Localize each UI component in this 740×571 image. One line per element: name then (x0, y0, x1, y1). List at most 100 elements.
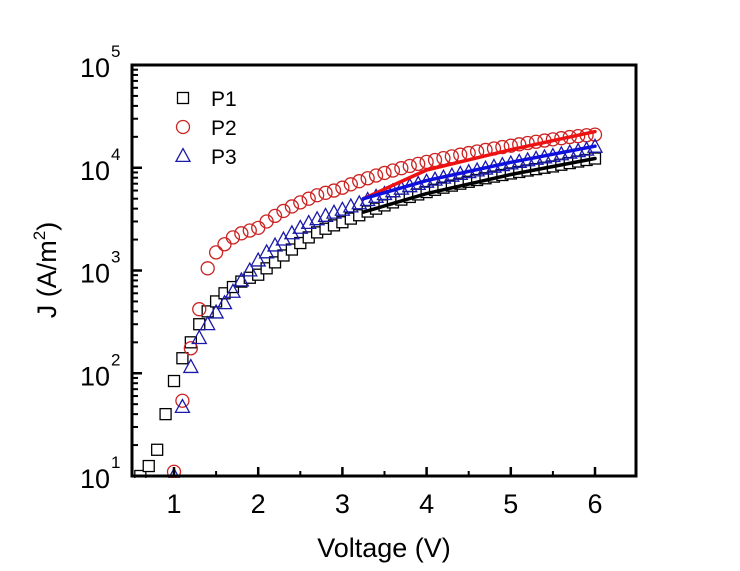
p1-point (285, 243, 299, 256)
p2-point (284, 199, 300, 214)
y-tick-base: 10 (80, 361, 110, 391)
p2-point (267, 208, 283, 224)
p1-point (142, 459, 155, 473)
p1-point (268, 256, 282, 269)
p3-point (191, 329, 208, 345)
y-tick-exponent: 3 (111, 248, 120, 267)
p2-point (326, 183, 342, 198)
p2-point (419, 154, 434, 170)
p2-point (402, 158, 417, 174)
p3-point (208, 303, 225, 319)
p2-point (200, 261, 215, 276)
y-tick-label: 102 (80, 350, 121, 391)
p2-point (234, 226, 249, 241)
legend-item-P3: P3 (174, 146, 237, 169)
legend-item-P2: P2 (175, 117, 237, 140)
p2-point (512, 137, 527, 152)
y-axis-ticks (132, 63, 142, 478)
legend-item-P1: P1 (176, 88, 237, 111)
p3-point (199, 315, 216, 331)
p3-point (292, 219, 309, 234)
x-tick-label: 2 (251, 489, 266, 519)
p2-point (242, 223, 257, 238)
legend-marker-triangle (174, 147, 192, 163)
x-axis-ticks (172, 467, 597, 476)
p3-point (250, 251, 267, 267)
p3-point (224, 283, 242, 298)
p2-point (411, 156, 426, 172)
x-tick-label: 1 (166, 489, 181, 519)
p2-point (436, 151, 451, 166)
p3-point (216, 294, 233, 310)
p3-point (182, 358, 199, 374)
y-tick-exponent: 4 (111, 145, 120, 164)
p1-point (176, 352, 189, 365)
y-tick-exponent: 5 (111, 42, 120, 61)
p2-point (301, 191, 316, 206)
p2-point (368, 168, 384, 183)
p2-point (166, 464, 182, 478)
legend-label: P2 (211, 117, 237, 140)
P2-fit-line (361, 129, 597, 201)
p2-point (503, 138, 518, 153)
legend-label: P1 (211, 88, 237, 111)
legend-label: P3 (211, 146, 237, 169)
x-tick-label: 4 (419, 489, 434, 519)
p2-point (335, 180, 350, 195)
p2-point (293, 195, 308, 210)
p2-point (444, 149, 460, 164)
p2-point (192, 302, 207, 317)
p2-point (385, 163, 401, 178)
p1-point (252, 268, 265, 281)
y-axis-title-main: J (A/m (32, 240, 62, 318)
P1-fit-line (361, 156, 597, 214)
p2-point (175, 393, 190, 408)
y-tick-base: 10 (80, 464, 110, 494)
p2-point (309, 188, 325, 203)
p2-point (394, 161, 409, 176)
x-tick-label: 3 (335, 489, 350, 519)
y-tick-base: 10 (80, 156, 110, 186)
y-tick-base: 10 (80, 53, 110, 83)
p3-point (233, 271, 250, 287)
p1-point (159, 407, 172, 421)
P3-fit-line (361, 144, 597, 201)
plot-frame (130, 63, 638, 478)
x-tick-label: 5 (503, 489, 518, 519)
y-axis-title: J (A/m2) (30, 222, 62, 318)
p2-point (276, 203, 291, 219)
p3-point (283, 224, 300, 240)
p2-point (495, 139, 510, 155)
p2-point (352, 174, 367, 189)
x-tick-labels: 1 2 3 4 5 6 (166, 489, 602, 519)
p3-point (174, 398, 191, 413)
fit-lines (361, 129, 597, 214)
p2-point (251, 220, 266, 236)
p2-point (360, 171, 375, 186)
legend-marker-circle (175, 119, 191, 135)
y-tick-exponent: 2 (111, 350, 120, 369)
p2-point (225, 230, 241, 245)
p2-point (377, 165, 392, 181)
y-tick-base: 10 (80, 259, 110, 289)
p1-point (167, 374, 181, 388)
x-axis-title: Voltage (V) (317, 533, 451, 563)
y-tick-label: 105 (80, 42, 121, 83)
x-tick-label: 6 (587, 489, 602, 519)
p2-point (183, 341, 198, 356)
p1-point (218, 287, 231, 300)
y-axis-title-close: ) (32, 222, 62, 231)
legend: P1 P2 P3 (174, 88, 237, 169)
p2-point (318, 185, 333, 200)
y-axis-title-sup: 2 (30, 231, 49, 240)
p2-point (208, 245, 224, 260)
p1-point (151, 443, 164, 456)
y-tick-label: 103 (80, 248, 121, 289)
y-tick-label: 104 (80, 145, 121, 186)
series-P2 (166, 127, 603, 478)
data-points-layer (134, 127, 604, 478)
legend-marker-square (176, 91, 190, 105)
p3-point (241, 261, 258, 277)
